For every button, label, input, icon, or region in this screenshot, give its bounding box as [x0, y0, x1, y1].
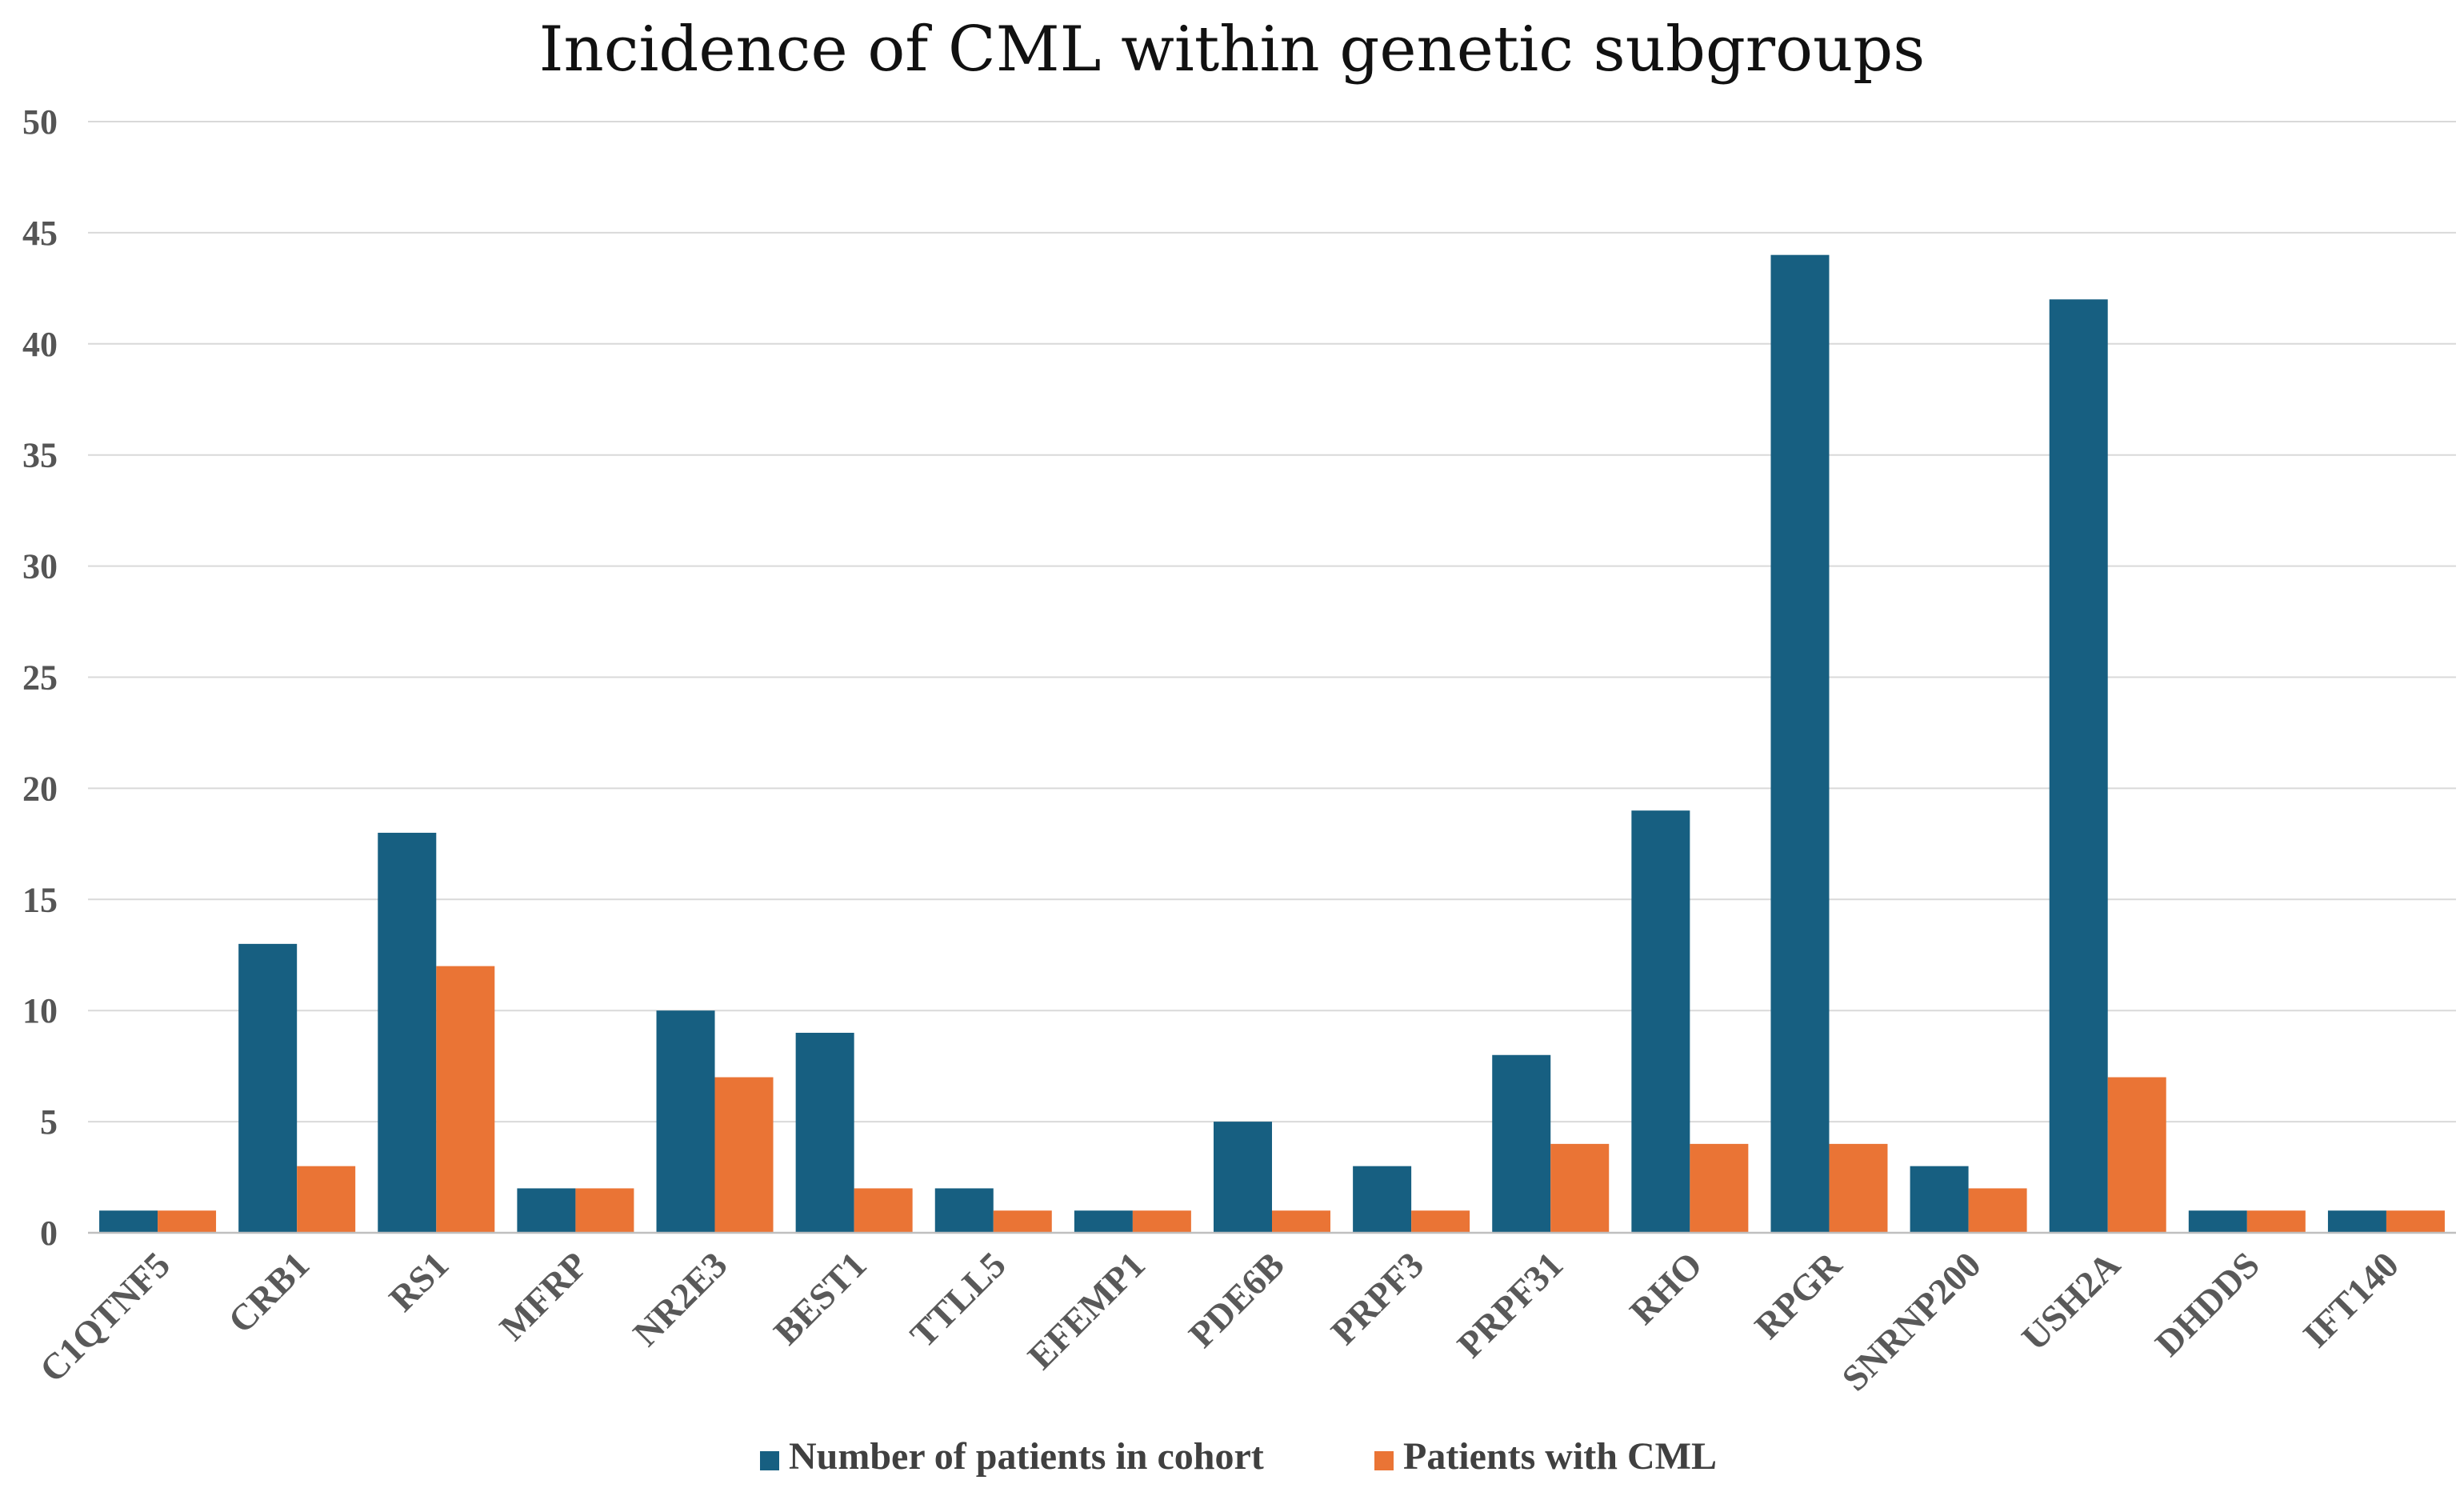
x-tick-label: PRPF3 — [1323, 1244, 1431, 1352]
bar-cml-pde6b — [1272, 1210, 1330, 1233]
legend: Number of patients in cohort Patients wit… — [760, 1435, 1717, 1478]
y-tick-label: 30 — [22, 547, 58, 586]
bar-cml-rs1 — [436, 966, 495, 1233]
bar-cohort-efemp1 — [1074, 1210, 1133, 1233]
y-tick-label: 45 — [22, 214, 58, 253]
bar-cohort-ush2a — [2049, 299, 2108, 1233]
legend-swatch-cml — [1374, 1451, 1394, 1470]
bar-cml-best1 — [854, 1188, 913, 1233]
bar-cohort-nr2e3 — [656, 1010, 715, 1233]
bars — [99, 254, 2445, 1234]
y-tick-label: 5 — [40, 1102, 58, 1142]
bar-cml-ush2a — [2107, 1077, 2166, 1233]
bar-cml-efemp1 — [1132, 1210, 1191, 1233]
bar-cml-dhdds — [2246, 1210, 2306, 1233]
y-tick-label: 35 — [22, 436, 58, 475]
x-tick-label: PRPF31 — [1450, 1244, 1571, 1366]
chart-title: Incidence of CML within genetic subgroup… — [539, 14, 1926, 86]
y-tick-label: 10 — [22, 991, 58, 1030]
y-tick-label: 20 — [22, 769, 58, 808]
x-tick-label: DHDDS — [2147, 1244, 2267, 1364]
x-tick-label: USH2A — [2014, 1244, 2128, 1358]
bar-cohort-prpf31 — [1492, 1054, 1551, 1233]
x-tick-label: PDE6B — [1181, 1244, 1292, 1355]
bar-cml-mfrp — [575, 1188, 634, 1233]
legend-label-cohort: Number of patients in cohort — [789, 1435, 1264, 1478]
bar-cml-rpgr — [1829, 1143, 1888, 1233]
bar-cohort-pde6b — [1214, 1122, 1272, 1233]
bar-cohort-rpgr — [1770, 254, 1830, 1234]
bar-cohort-snrnp200 — [1910, 1166, 1969, 1233]
bar-cml-ttll5 — [993, 1210, 1052, 1233]
x-tick-label: RPGR — [1746, 1243, 1850, 1346]
y-tick-label: 25 — [22, 658, 58, 698]
bar-cohort-best1 — [795, 1032, 854, 1233]
bar-cohort-crb1 — [238, 943, 298, 1233]
x-tick-label: EFEMP1 — [1020, 1244, 1153, 1377]
x-tick-label: RS1 — [381, 1244, 456, 1319]
bar-cohort-rho — [1631, 810, 1690, 1233]
y-tick-label: 0 — [40, 1214, 58, 1253]
x-tick-label: RHO — [1622, 1244, 1710, 1332]
bar-cml-ift140 — [2386, 1210, 2445, 1233]
x-tick-label: MFRP — [491, 1244, 595, 1348]
x-tick-label: TTLL5 — [902, 1244, 1014, 1355]
bar-cml-nr2e3 — [714, 1077, 774, 1233]
bar-cml-prpf3 — [1411, 1210, 1470, 1233]
y-tick-label: 50 — [22, 102, 58, 142]
x-tick-label: BEST1 — [766, 1244, 874, 1353]
bar-cohort-dhdds — [2188, 1210, 2247, 1233]
bar-cohort-ift140 — [2327, 1210, 2386, 1233]
bar-cml-prpf31 — [1550, 1143, 1610, 1233]
y-axis-ticks: 0 5 10 15 20 25 30 35 40 45 50 — [22, 102, 58, 1253]
x-tick-label: IFT140 — [2295, 1244, 2406, 1355]
bar-cohort-rs1 — [378, 832, 437, 1233]
legend-label-cml: Patients with CML — [1403, 1435, 1717, 1478]
x-tick-label: NR2E3 — [625, 1244, 734, 1354]
bar-cml-c1qtnf5 — [158, 1210, 217, 1233]
bar-cml-snrnp200 — [1968, 1188, 2027, 1233]
bar-cohort-ttll5 — [934, 1188, 994, 1233]
bar-cohort-prpf3 — [1353, 1166, 1412, 1233]
x-tick-label: SNRNP200 — [1834, 1244, 1988, 1398]
bar-cml-rho — [1690, 1143, 1749, 1233]
bar-cohort-mfrp — [517, 1188, 576, 1233]
y-tick-label: 15 — [22, 880, 58, 919]
legend-swatch-cohort — [760, 1451, 779, 1470]
x-tick-label: C1QTNF5 — [32, 1244, 178, 1390]
y-tick-label: 40 — [22, 325, 58, 364]
x-axis-ticks: C1QTNF5 CRB1 RS1 MFRP NR2E3 BEST1 TTLL5 EFEMP1 P… — [32, 1243, 2406, 1398]
x-tick-label: CRB1 — [220, 1244, 317, 1341]
bar-cml-crb1 — [297, 1166, 356, 1233]
bar-cohort-c1qtnf5 — [99, 1210, 158, 1233]
